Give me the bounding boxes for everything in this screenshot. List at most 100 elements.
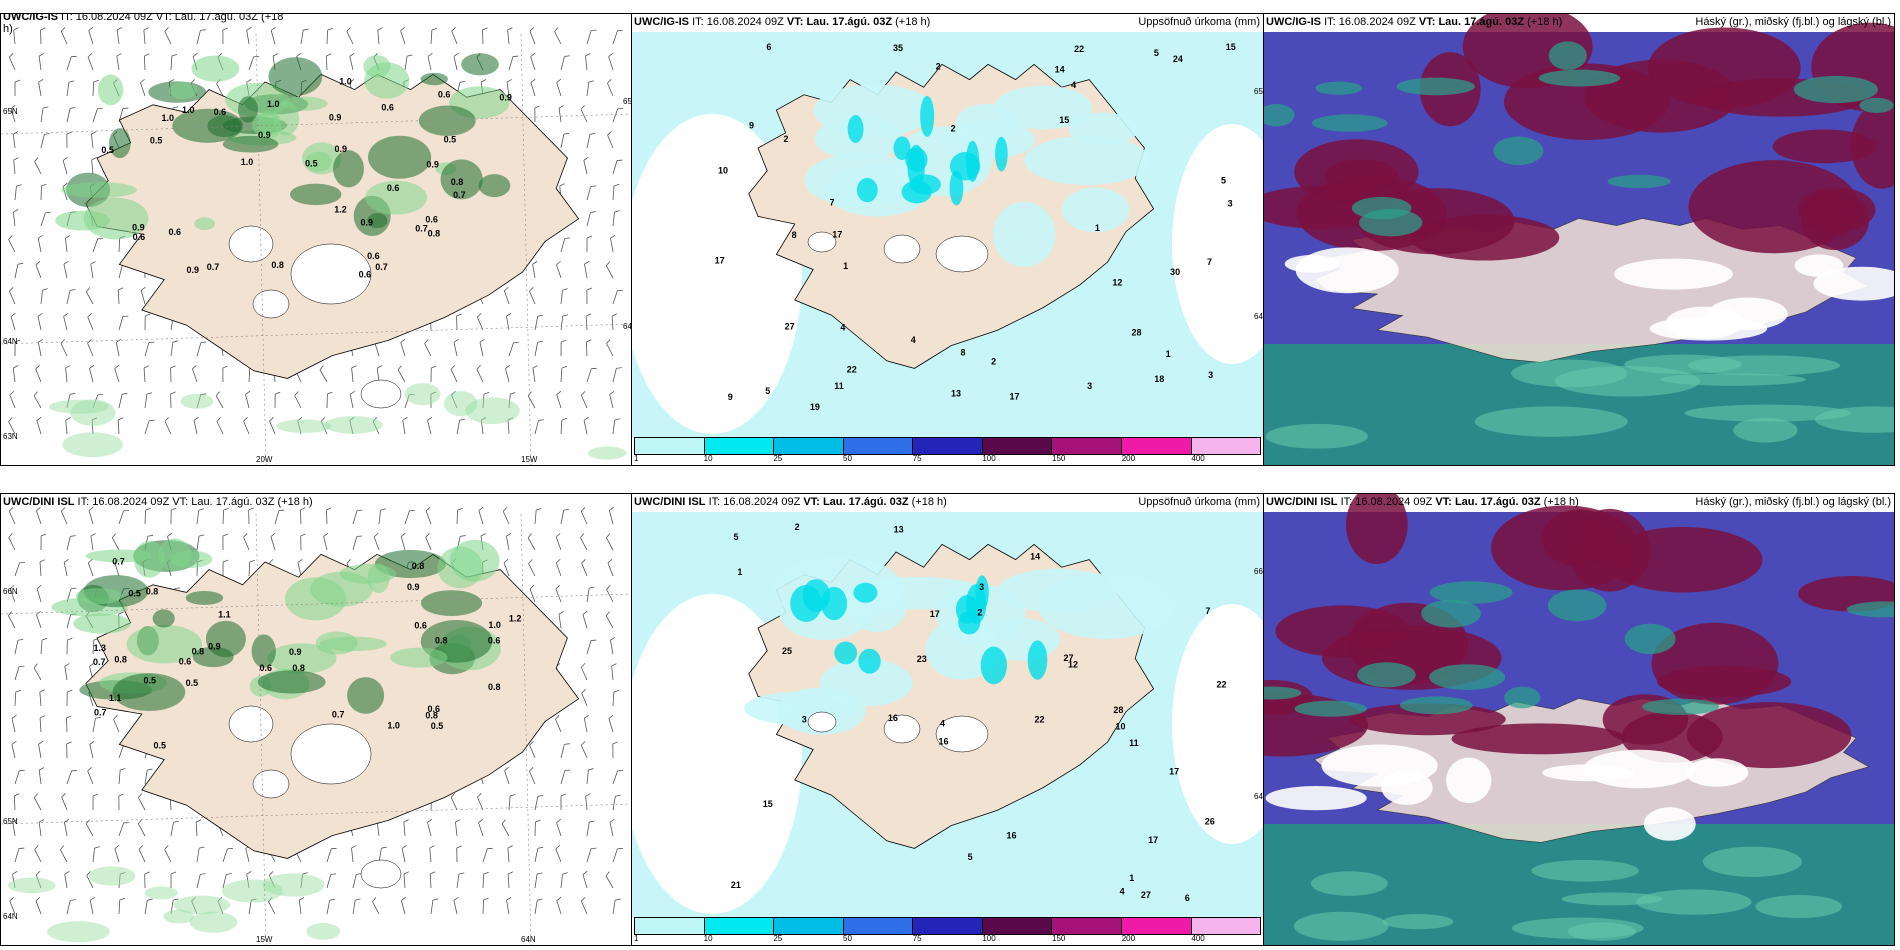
field-blob — [1311, 114, 1388, 132]
precip-map-svg: 2413251427302735228171828171513141712191… — [632, 32, 1263, 437]
precip-value-label: 4 — [1120, 887, 1125, 897]
colorbar-label: 200 — [1121, 934, 1136, 943]
precip-value-label: 1 — [1129, 873, 1134, 883]
precip-value-label: 0.7 — [112, 557, 125, 567]
wind-barb — [612, 108, 624, 123]
wind-barb — [300, 533, 306, 551]
field-blob — [1396, 77, 1476, 96]
precip-value-label: 0.8 — [435, 636, 448, 646]
wind-barb — [506, 533, 512, 551]
wind-barb — [299, 507, 306, 525]
field-blob — [1687, 355, 1841, 376]
map-axis-label: 15W — [521, 455, 538, 464]
precip-value-label: 5 — [1221, 176, 1226, 186]
wind-barb — [60, 339, 68, 357]
wind-barb — [534, 898, 543, 915]
cloud-map[interactable] — [1264, 494, 1894, 945]
wind-barb — [14, 562, 25, 577]
wind-barb — [87, 52, 94, 71]
field-blob — [444, 391, 478, 417]
wind-barb — [9, 896, 16, 915]
precip-value-label: 22 — [1034, 714, 1044, 724]
field-blob — [461, 53, 499, 76]
wind-barb — [482, 847, 493, 863]
wind-barb — [453, 896, 459, 915]
precip-value-label: 0.6 — [359, 269, 372, 279]
map-axis-label: 65N — [623, 97, 631, 106]
wind-barb — [33, 391, 42, 409]
colorbar-swatch — [843, 438, 914, 454]
field-blob — [1686, 702, 1852, 769]
cloud-map[interactable] — [1264, 14, 1894, 465]
field-blob — [347, 677, 385, 714]
precip-map-svg: 4171016722282716172326141615122513222721… — [632, 512, 1263, 917]
precip-map[interactable]: 4 17 10 16 7 22 28 27 16 17 23 26 14 16 15 12 25 13 22 27 21… — [632, 494, 1263, 917]
field-blob — [168, 81, 198, 100]
colorbar-label: 400 — [1191, 454, 1205, 463]
wind-barb — [581, 689, 588, 707]
wind-barb — [66, 770, 78, 785]
wind-barb — [400, 532, 406, 551]
wind-barb — [527, 533, 536, 551]
precip-value-label: 0.8 — [412, 561, 425, 571]
precip-value-label: 1.0 — [182, 105, 195, 115]
wind-barb — [40, 211, 51, 227]
precip-value-label: 16 — [1007, 830, 1017, 840]
field-blob — [1772, 129, 1877, 164]
wind-barb — [66, 899, 76, 915]
wind-panel-row1: UWC/IG-IS IT: 16.08.2024 09Z VT: Lau. 17… — [0, 13, 632, 466]
precip-value-label: 3 — [1087, 381, 1092, 391]
wind-barb — [534, 872, 543, 889]
precip-value-label: 0.9 — [132, 222, 145, 232]
wind-barb — [528, 559, 536, 577]
field-blob — [1614, 258, 1733, 290]
field-blob — [112, 673, 186, 712]
wind-map[interactable]: 0.9 1.0 0.9 1.0 0.6 1.0 0.9 0.6 1.0 1.2 0.8 1.0 0.5 0… — [1, 14, 631, 465]
colorbar-label: 25 — [773, 934, 783, 943]
wind-map[interactable]: 0.8 0.5 0.8 0.7 0.5 0.8 0.6 1.0 0.8 0.6 0.5 0.8 0.6 0… — [1, 494, 631, 945]
field-blob — [997, 568, 1119, 613]
colorbar-label: 50 — [843, 454, 852, 463]
field-blob — [1583, 749, 1696, 789]
wind-barb — [222, 365, 228, 383]
field-blob — [1345, 494, 1408, 564]
field-blob — [55, 210, 111, 231]
field-blob — [1636, 889, 1752, 915]
wind-barb — [612, 848, 623, 863]
wind-barb — [558, 105, 564, 123]
field-blob — [1733, 417, 1798, 443]
longitude-line — [520, 33, 532, 465]
wind-barb — [40, 638, 48, 655]
field-blob — [189, 911, 238, 933]
precip-panel-title: UWC/IG-IS IT: 16.08.2024 09Z VT: Lau. 17… — [634, 16, 931, 28]
cloud-map-svg — [1264, 14, 1894, 465]
wind-barb — [270, 26, 276, 45]
field-blob — [949, 170, 964, 206]
wind-barb — [503, 558, 510, 577]
wind-barb — [118, 897, 125, 915]
precip-value-label: 1.3 — [93, 643, 106, 653]
precip-value-label: 4 — [840, 323, 845, 333]
field-blob — [975, 575, 989, 611]
precip-map[interactable]: 2 4 1 3 2 5 1 4 2 7 30 27 35 22 8 17 18 28 17 15 13 14 17 12 19 1… — [632, 14, 1263, 437]
wind-barb — [607, 131, 614, 149]
glacier — [883, 234, 921, 264]
wind-barb — [196, 846, 205, 863]
wind-barb — [586, 235, 593, 253]
field-blob — [97, 74, 124, 106]
wind-barb — [532, 365, 538, 383]
wind-barb — [170, 391, 176, 409]
precip-value-label: 0.9 — [335, 144, 348, 154]
wind-barb — [170, 53, 178, 71]
wind-barb — [65, 417, 71, 435]
precip-value-label: 0.5 — [153, 740, 166, 750]
colorbar-label: 25 — [773, 454, 783, 463]
wind-barb — [144, 419, 155, 435]
wind-barb — [222, 873, 232, 889]
map-axis-label: 66N — [3, 587, 18, 596]
wind-barb — [585, 53, 591, 71]
wind-barb — [14, 689, 22, 707]
wind-barb — [170, 365, 176, 383]
field-blob — [1421, 599, 1481, 628]
field-blob — [152, 609, 175, 628]
